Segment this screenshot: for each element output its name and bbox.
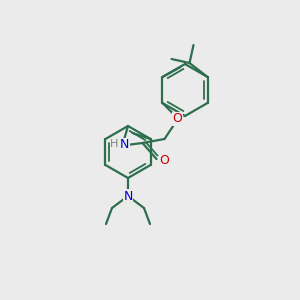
Text: N: N bbox=[120, 139, 129, 152]
Text: O: O bbox=[160, 154, 170, 166]
Text: H: H bbox=[110, 139, 119, 149]
Text: O: O bbox=[172, 112, 182, 125]
Text: N: N bbox=[123, 190, 133, 202]
